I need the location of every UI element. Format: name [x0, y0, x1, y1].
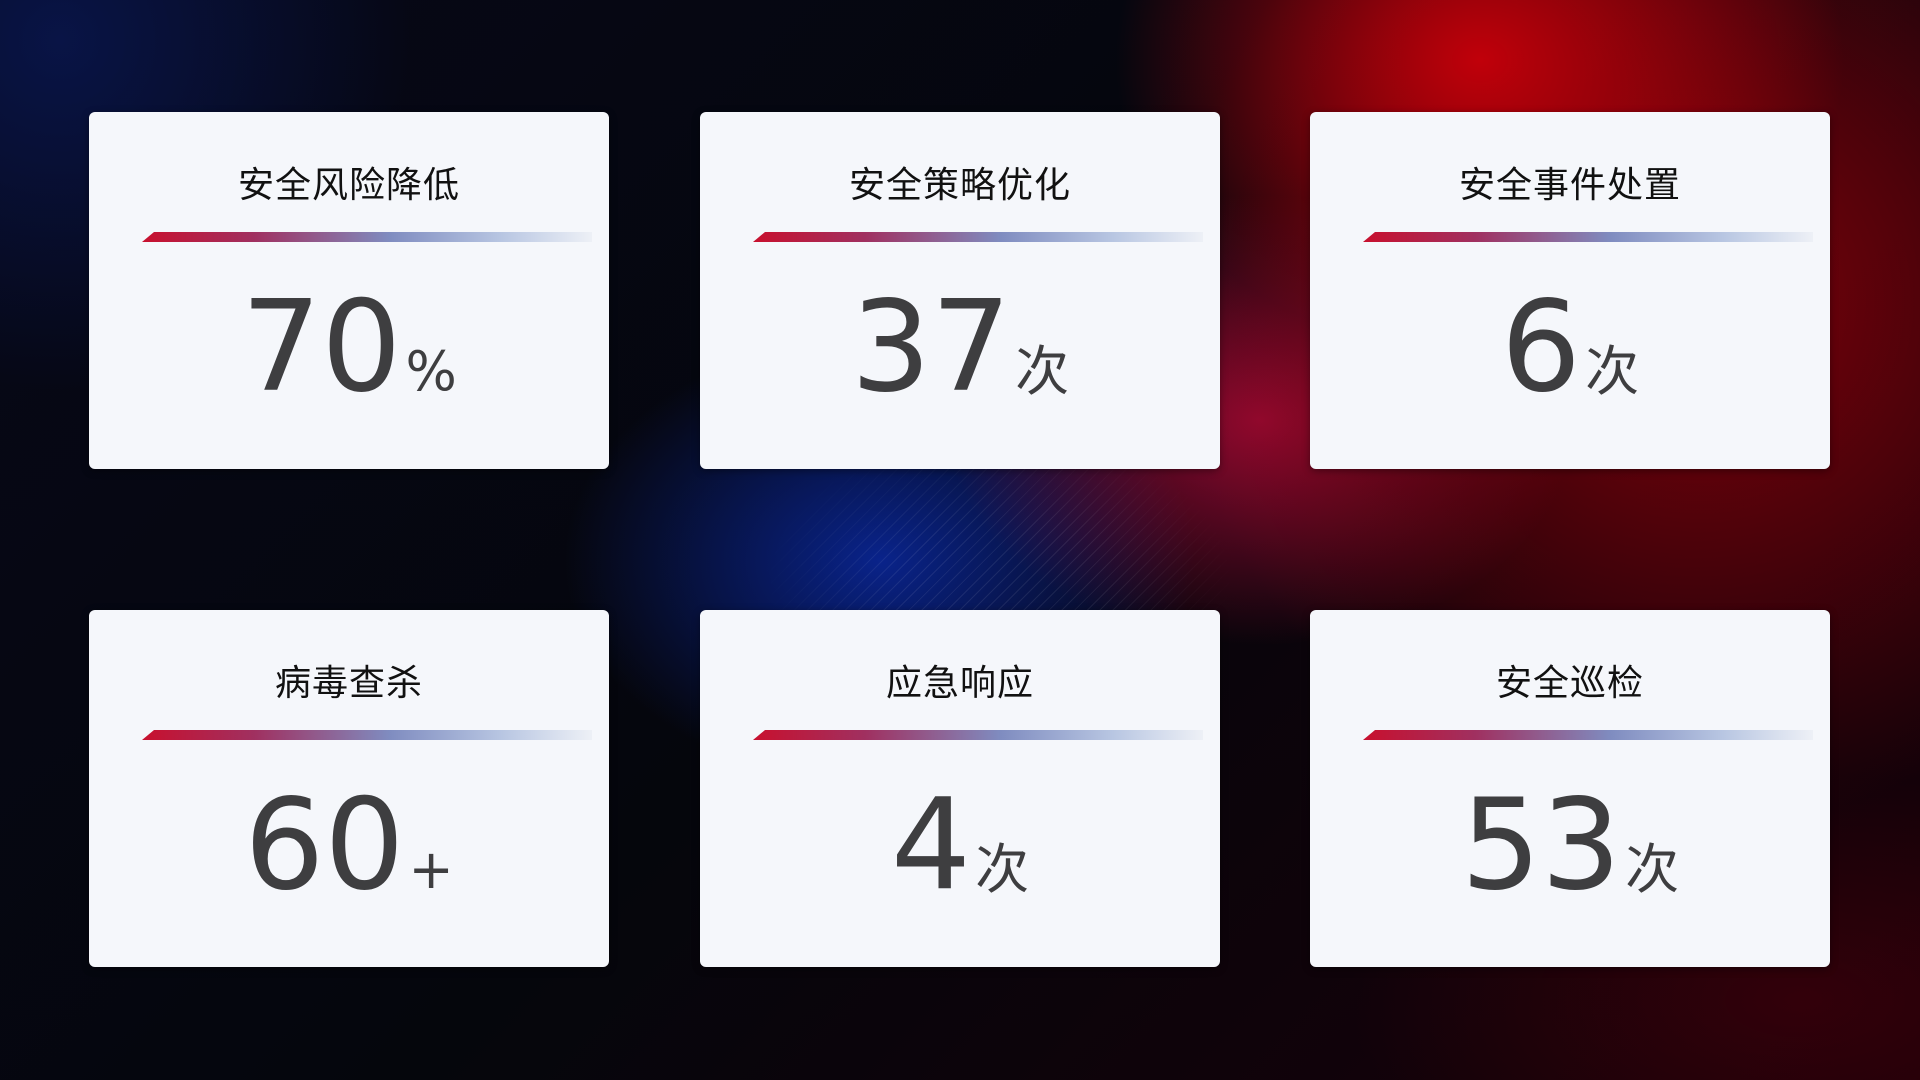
- card-title: 应急响应: [885, 663, 1034, 704]
- stat-card-policy-optimization: 安全策略优化 37次: [700, 112, 1220, 469]
- card-divider: [1363, 730, 1813, 740]
- card-value: 37次: [700, 272, 1220, 422]
- card-title: 安全风险降低: [237, 165, 460, 206]
- value-number: 70: [241, 273, 402, 420]
- stat-card-risk-reduction: 安全风险降低 70%: [89, 112, 609, 469]
- value-unit: 次: [975, 838, 1030, 901]
- stat-card-virus-removal: 病毒查杀 60+: [89, 610, 609, 967]
- card-value: 70%: [89, 272, 609, 422]
- card-value: 4次: [700, 770, 1220, 920]
- value-unit: +: [408, 838, 454, 901]
- stat-card-security-patrol: 安全巡检 53次: [1310, 610, 1830, 967]
- card-title: 病毒查杀: [274, 663, 423, 704]
- card-divider: [753, 232, 1203, 242]
- card-divider: [142, 730, 592, 740]
- card-value: 6次: [1310, 272, 1830, 422]
- value-unit: 次: [1625, 838, 1680, 901]
- value-number: 37: [850, 273, 1012, 420]
- value-number: 60: [244, 771, 405, 918]
- value-unit: 次: [1015, 340, 1070, 403]
- card-title: 安全巡检: [1495, 663, 1644, 704]
- card-value: 60+: [89, 770, 609, 920]
- card-title: 安全策略优化: [848, 165, 1071, 206]
- card-title: 安全事件处置: [1458, 165, 1681, 206]
- card-value: 53次: [1310, 770, 1830, 920]
- card-divider: [1363, 232, 1813, 242]
- value-unit: %: [405, 340, 457, 403]
- value-number: 6: [1500, 273, 1582, 420]
- value-unit: 次: [1585, 340, 1640, 403]
- card-divider: [753, 730, 1203, 740]
- stat-card-incident-handling: 安全事件处置 6次: [1310, 112, 1830, 469]
- value-number: 4: [890, 771, 972, 918]
- stat-card-emergency-response: 应急响应 4次: [700, 610, 1220, 967]
- value-number: 53: [1460, 771, 1622, 918]
- card-divider: [142, 232, 592, 242]
